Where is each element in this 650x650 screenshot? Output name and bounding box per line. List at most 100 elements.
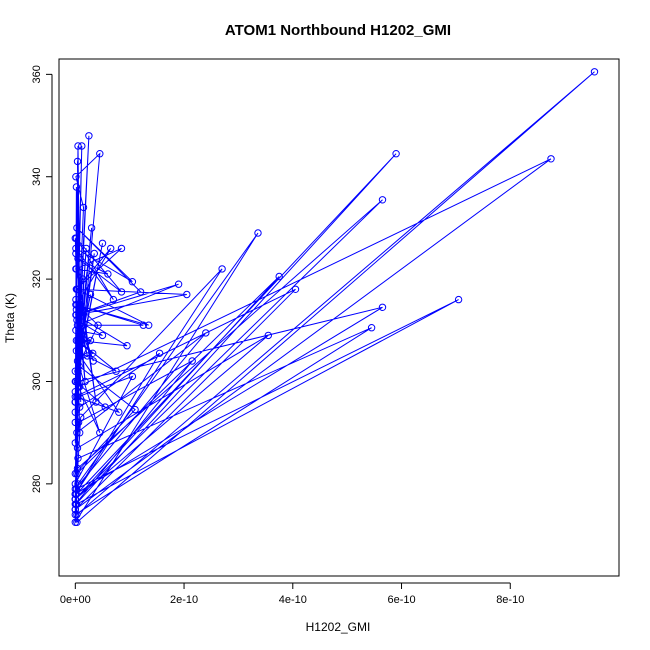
data-point bbox=[72, 244, 80, 253]
data-point bbox=[590, 68, 599, 76]
data-point bbox=[115, 408, 123, 416]
data-point bbox=[104, 270, 112, 278]
data-point bbox=[547, 155, 555, 163]
x-tick-label: 6e-10 bbox=[387, 594, 415, 606]
data-point bbox=[183, 290, 191, 299]
data-point bbox=[218, 265, 226, 273]
data-point bbox=[71, 518, 80, 526]
data-point bbox=[73, 429, 81, 437]
data-point bbox=[90, 249, 99, 258]
y-tick-label: 280 bbox=[31, 475, 43, 493]
data-point bbox=[73, 316, 81, 324]
data-point bbox=[202, 329, 210, 337]
data-point bbox=[71, 490, 80, 498]
data-point bbox=[74, 142, 82, 150]
data-point bbox=[72, 301, 80, 309]
data-point bbox=[71, 439, 80, 447]
data-point bbox=[72, 173, 80, 181]
data-point bbox=[454, 295, 463, 304]
data-point bbox=[74, 254, 82, 263]
data-point bbox=[94, 321, 102, 329]
plot-frame bbox=[58, 58, 620, 577]
data-point bbox=[117, 244, 126, 253]
data-point bbox=[79, 203, 88, 212]
data-point bbox=[74, 347, 83, 355]
data-point bbox=[71, 367, 80, 375]
data-point bbox=[254, 229, 262, 237]
data-point bbox=[136, 288, 145, 296]
x-tick-label: 2e-10 bbox=[170, 594, 198, 606]
data-point bbox=[74, 454, 82, 462]
data-point bbox=[74, 418, 83, 427]
data-point bbox=[72, 265, 81, 273]
data-point bbox=[83, 352, 92, 360]
data-point bbox=[71, 234, 80, 242]
data-point bbox=[378, 196, 387, 204]
data-point bbox=[86, 336, 95, 345]
data-point bbox=[86, 290, 95, 299]
data-point bbox=[73, 393, 81, 401]
data-point bbox=[392, 150, 400, 158]
data-point bbox=[78, 142, 86, 150]
data-point bbox=[117, 288, 126, 296]
data-point bbox=[92, 398, 100, 406]
data-point bbox=[72, 311, 80, 319]
data-point bbox=[98, 331, 107, 340]
data-point bbox=[123, 342, 131, 350]
data-point bbox=[264, 331, 272, 340]
y-axis-label: Theta (K) bbox=[3, 293, 17, 343]
data-point bbox=[275, 272, 283, 281]
data-point bbox=[85, 132, 93, 140]
data-point bbox=[188, 357, 196, 365]
data-point bbox=[77, 413, 85, 421]
data-point bbox=[139, 321, 148, 329]
data-point bbox=[74, 367, 82, 375]
data-point bbox=[72, 249, 80, 258]
data-point bbox=[291, 285, 300, 293]
data-point bbox=[73, 157, 82, 166]
data-point bbox=[131, 405, 139, 414]
data-point bbox=[72, 183, 81, 191]
y-tick-label: 360 bbox=[31, 65, 43, 83]
data-point bbox=[72, 295, 80, 304]
x-tick-label: 8e-10 bbox=[496, 594, 524, 606]
data-point bbox=[107, 244, 115, 253]
data-point bbox=[73, 285, 82, 293]
data-point bbox=[73, 321, 82, 329]
data-point bbox=[71, 495, 80, 503]
y-tick-label: 300 bbox=[31, 372, 43, 390]
data-point bbox=[96, 429, 104, 437]
x-tick-label: 0e+00 bbox=[60, 594, 91, 606]
x-tick-label: 4e-10 bbox=[279, 594, 307, 606]
data-point bbox=[71, 398, 80, 406]
data-point bbox=[174, 280, 183, 288]
y-axis: 280 300 320 340 360 bbox=[31, 65, 53, 493]
data-point bbox=[96, 150, 104, 158]
y-tick-label: 340 bbox=[31, 168, 43, 186]
data-point bbox=[72, 336, 81, 345]
y-tick-label: 320 bbox=[31, 270, 43, 288]
data-point bbox=[73, 224, 81, 232]
data-point bbox=[109, 295, 118, 304]
data-point bbox=[98, 239, 107, 248]
data-point bbox=[71, 469, 80, 478]
data-point bbox=[71, 505, 80, 514]
x-axis-label: H1202_GMI bbox=[306, 620, 371, 634]
data-point bbox=[72, 306, 81, 314]
data-point bbox=[145, 321, 153, 329]
chart-title: ATOM1 Northbound H1202_GMI bbox=[225, 22, 451, 39]
data-point bbox=[71, 480, 80, 488]
data-point bbox=[71, 485, 80, 493]
series-layer bbox=[71, 68, 599, 526]
data-point bbox=[76, 403, 84, 411]
data-point bbox=[71, 388, 80, 396]
data-point bbox=[76, 429, 84, 437]
data-point bbox=[128, 278, 137, 286]
data-point bbox=[101, 403, 109, 411]
data-point bbox=[112, 367, 120, 375]
data-point bbox=[79, 275, 87, 283]
data-point bbox=[378, 303, 387, 311]
data-point bbox=[71, 408, 80, 416]
